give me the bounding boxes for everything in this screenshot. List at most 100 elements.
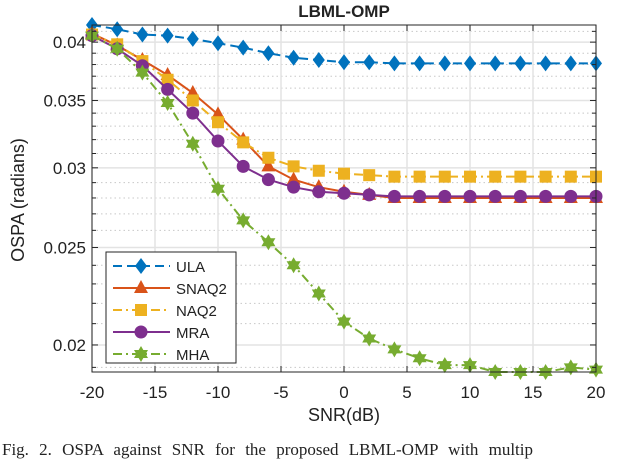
data-point bbox=[186, 94, 199, 107]
axis-ticks: 0.02 0.025 0.03 0.035 0.04 -20 -15 -10 -5 0 5 10 15 2… bbox=[43, 25, 605, 402]
hexagram-part bbox=[135, 68, 150, 81]
x-tick-label: 5 bbox=[402, 383, 411, 402]
data-point bbox=[261, 234, 276, 251]
x-tick-label: 10 bbox=[461, 383, 480, 402]
hexagram-part bbox=[211, 184, 225, 197]
data-point bbox=[311, 285, 326, 302]
data-point bbox=[338, 167, 350, 180]
figure-caption: Fig. 2. OSPA against SNR for the propose… bbox=[2, 440, 533, 459]
data-point bbox=[413, 189, 427, 203]
series-layer bbox=[85, 17, 603, 380]
data-point bbox=[564, 170, 577, 183]
x-tick-label: 0 bbox=[339, 383, 348, 402]
data-point bbox=[261, 173, 275, 187]
chart-title: LBML-OMP bbox=[298, 2, 390, 21]
data-point bbox=[286, 257, 301, 274]
data-point bbox=[111, 21, 124, 38]
data-point bbox=[186, 106, 200, 120]
data-point bbox=[185, 135, 200, 152]
legend-item-mha: MHA bbox=[113, 346, 209, 364]
data-point bbox=[463, 189, 477, 203]
data-point bbox=[413, 55, 426, 72]
legend-item-naq2: NAQ2 bbox=[113, 303, 217, 320]
data-point bbox=[287, 49, 300, 66]
data-point bbox=[337, 186, 351, 200]
hexagram-part bbox=[311, 289, 326, 302]
hexagram-part bbox=[236, 216, 251, 229]
data-point bbox=[438, 55, 451, 72]
data-point bbox=[161, 27, 174, 44]
data-point bbox=[388, 55, 401, 72]
x-tick-label: -15 bbox=[143, 383, 168, 402]
x-tick-label: -20 bbox=[80, 383, 105, 402]
hexagram-part bbox=[185, 139, 200, 152]
data-point bbox=[212, 35, 224, 52]
data-point bbox=[186, 30, 199, 47]
hexagram-part bbox=[286, 261, 301, 274]
x-tick-label: -5 bbox=[273, 383, 288, 402]
hexagram-part bbox=[412, 354, 427, 367]
legend-box bbox=[105, 251, 237, 364]
y-tick-label: 0.03 bbox=[53, 159, 86, 178]
hexagram-part bbox=[538, 368, 553, 380]
data-point bbox=[539, 55, 552, 72]
y-tick-label: 0.025 bbox=[43, 238, 86, 257]
data-point bbox=[211, 180, 225, 197]
x-tick-label: 15 bbox=[524, 383, 543, 402]
data-point bbox=[488, 189, 502, 203]
hexagram-part bbox=[513, 368, 528, 380]
hexagram-part bbox=[110, 44, 125, 57]
data-point bbox=[514, 55, 527, 72]
data-point bbox=[337, 313, 351, 330]
data-point bbox=[110, 40, 125, 57]
data-point bbox=[312, 164, 325, 177]
data-point bbox=[488, 364, 503, 380]
hexagram-part bbox=[261, 238, 276, 251]
series-mra bbox=[85, 29, 603, 203]
data-point bbox=[387, 341, 402, 358]
hexagram-part bbox=[387, 345, 402, 358]
legend-item-ula: ULA bbox=[113, 258, 205, 276]
data-point bbox=[539, 189, 553, 203]
legend-marker bbox=[135, 258, 147, 274]
data-point bbox=[489, 55, 502, 72]
data-point bbox=[513, 189, 527, 203]
data-point bbox=[211, 134, 225, 148]
data-point bbox=[438, 170, 451, 183]
series-naq2 bbox=[86, 28, 602, 183]
data-point bbox=[464, 55, 476, 72]
legend-marker bbox=[135, 304, 147, 316]
legend-label: MRA bbox=[176, 325, 209, 342]
data-point bbox=[437, 357, 452, 374]
legend-item-snaq2: SNAQ2 bbox=[113, 280, 227, 298]
data-point bbox=[236, 159, 250, 173]
data-point bbox=[211, 106, 225, 120]
data-point bbox=[312, 185, 326, 199]
data-point bbox=[564, 189, 578, 203]
data-point bbox=[287, 160, 300, 173]
data-point bbox=[564, 55, 577, 72]
legend-marker bbox=[134, 280, 148, 293]
hexagram-part bbox=[362, 334, 377, 347]
data-point bbox=[388, 170, 401, 183]
data-point bbox=[338, 54, 350, 71]
legend-label: SNAQ2 bbox=[176, 281, 227, 298]
data-point bbox=[135, 64, 150, 81]
data-point bbox=[261, 158, 276, 172]
data-point bbox=[514, 170, 527, 183]
hexagram-part bbox=[160, 98, 175, 111]
hexagram-part bbox=[488, 368, 503, 380]
data-point bbox=[262, 45, 275, 62]
data-point bbox=[539, 170, 552, 183]
data-point bbox=[413, 170, 426, 183]
data-point bbox=[312, 51, 325, 68]
data-point bbox=[563, 359, 578, 376]
y-tick-label: 0.02 bbox=[53, 336, 86, 355]
legend-label: NAQ2 bbox=[176, 303, 217, 320]
legend-item-mra: MRA bbox=[113, 325, 209, 342]
chart: LBML-OMP 0.02 0.025 0.03 0.035 0.04 -20 -15 -10… bbox=[8, 2, 605, 425]
hexagram-part bbox=[337, 317, 351, 330]
data-point bbox=[136, 26, 149, 43]
data-point bbox=[236, 212, 251, 229]
hexagram-part bbox=[437, 361, 452, 374]
